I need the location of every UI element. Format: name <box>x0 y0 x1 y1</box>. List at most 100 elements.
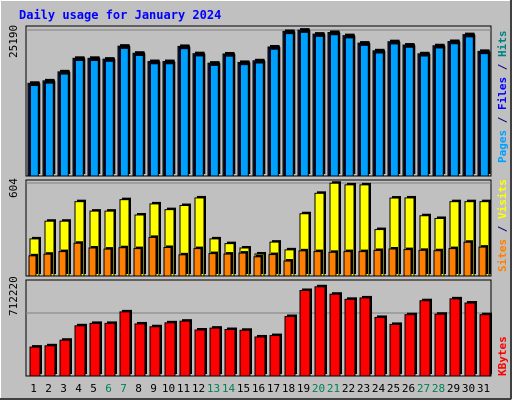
bar-bottom-kbytes-day-31-face <box>479 314 491 377</box>
bar-bottom-kbytes-day-14 <box>224 327 237 377</box>
bar-top-pages-day-16 <box>254 61 266 177</box>
x-tick-label-day-23: 23 <box>357 382 370 395</box>
bar-middle-sites-day-27-face <box>418 249 427 277</box>
bar-top-pages-day-23-face <box>359 44 369 177</box>
bar-middle-sites-day-26 <box>403 247 413 277</box>
bar-top-pages-day-12-face <box>194 55 204 177</box>
x-tick-label-day-29: 29 <box>447 382 460 395</box>
bar-bottom-kbytes-day-15 <box>239 328 252 377</box>
bar-middle-sites-day-29 <box>448 246 458 277</box>
bar-middle-sites-day-14 <box>223 252 233 277</box>
bar-top-pages-day-18 <box>284 31 296 177</box>
bar-middle-sites-day-16 <box>253 254 263 277</box>
bar-top-pages-day-8-face <box>134 54 144 177</box>
bar-bottom-kbytes-day-21-face <box>329 293 341 377</box>
bar-top-pages-day-4-face <box>74 59 84 177</box>
bar-middle-sites-day-26-face <box>403 249 412 277</box>
bar-bottom-kbytes-day-5-face <box>89 322 101 377</box>
bar-top-pages-day-4 <box>74 58 86 177</box>
bar-top-pages-day-10 <box>164 61 176 177</box>
bar-bottom-kbytes-day-23-face <box>359 297 371 377</box>
bar-top-pages-day-19 <box>299 30 311 177</box>
bar-bottom-kbytes-day-11 <box>179 319 192 377</box>
bar-middle-sites-day-7-face <box>118 247 127 277</box>
bar-top-pages-day-11-face <box>179 48 189 177</box>
bar-middle-sites-day-20 <box>313 249 323 277</box>
bar-bottom-kbytes-day-13-face <box>209 327 221 377</box>
bar-top-pages-day-25 <box>389 41 401 177</box>
bar-top-pages-day-3-face <box>59 73 69 177</box>
bar-top-pages-day-26 <box>404 45 416 177</box>
bar-bottom-kbytes-day-13 <box>209 326 222 377</box>
bar-bottom-kbytes-day-10 <box>164 320 177 377</box>
legend-entry-middle-0: Sites <box>496 239 509 272</box>
bar-middle-sites-day-12 <box>193 246 203 277</box>
x-tick-label-day-15: 15 <box>237 382 250 395</box>
x-tick-label-day-2: 2 <box>45 382 52 395</box>
bar-bottom-kbytes-day-30-face <box>464 302 476 377</box>
bar-top-pages-day-23 <box>359 43 371 177</box>
bar-middle-sites-day-24 <box>373 248 383 277</box>
bar-middle-sites-day-27 <box>418 248 428 277</box>
bar-bottom-kbytes-day-12-face <box>194 329 206 377</box>
bar-middle-sites-day-17 <box>268 252 278 277</box>
bar-top-pages-day-1-face <box>29 85 39 177</box>
bar-bottom-kbytes-day-23 <box>359 295 372 377</box>
bar-middle-sites-day-5-face <box>88 247 97 277</box>
bar-bottom-kbytes-day-25 <box>389 322 402 377</box>
bar-bottom-kbytes-day-22-face <box>344 298 356 377</box>
bar-top-pages-day-13 <box>209 63 221 177</box>
bar-middle-sites-day-11 <box>178 252 188 277</box>
bar-bottom-kbytes-day-22 <box>344 297 357 377</box>
bar-middle-sites-day-13 <box>208 251 218 277</box>
legend-entry-top-0: Pages <box>496 130 509 163</box>
bar-top-pages-day-3 <box>59 72 71 177</box>
x-tick-label-day-7: 7 <box>120 382 127 395</box>
bar-top-pages-day-6-face <box>104 60 114 177</box>
bar-top-pages-day-22-face <box>344 37 354 177</box>
bar-middle-sites-day-13-face <box>208 253 217 277</box>
bar-middle-sites-day-25 <box>388 246 398 277</box>
x-tick-label-day-6: 6 <box>105 382 112 395</box>
x-tick-label-day-9: 9 <box>150 382 157 395</box>
bar-middle-sites-day-20-face <box>313 251 322 277</box>
bar-top-pages-day-21 <box>329 32 341 177</box>
bar-bottom-kbytes-day-18-face <box>284 316 296 377</box>
bar-middle-sites-day-21-face <box>328 251 337 277</box>
bar-bottom-kbytes-day-10-face <box>164 322 176 377</box>
bar-top-pages-day-21-face <box>329 34 339 177</box>
bar-top-pages-day-27 <box>419 54 431 177</box>
bar-top-pages-day-31 <box>479 51 491 177</box>
bar-bottom-kbytes-day-24 <box>374 315 387 377</box>
bar-bottom-kbytes-day-29 <box>449 296 462 377</box>
x-tick-label-day-24: 24 <box>372 382 386 395</box>
panel-middle-scale-label: 604 <box>7 178 20 198</box>
bar-top-pages-day-28 <box>434 45 446 177</box>
bar-bottom-kbytes-day-16-face <box>254 336 266 377</box>
bar-middle-sites-day-6-face <box>103 248 112 277</box>
x-tick-label-day-17: 17 <box>267 382 280 395</box>
bar-top-pages-day-8 <box>134 53 146 177</box>
bar-bottom-kbytes-day-1-face <box>29 346 41 377</box>
bar-top-pages-day-29 <box>449 41 461 177</box>
panel-visits-sites: 604 Sites / Visits <box>7 178 509 277</box>
x-tick-label-day-22: 22 <box>342 382 355 395</box>
bar-middle-sites-day-31 <box>478 245 488 277</box>
legend-entry-middle-1: / <box>496 219 509 239</box>
x-tick-label-day-28: 28 <box>432 382 445 395</box>
bar-middle-sites-day-8 <box>133 246 143 277</box>
bar-bottom-kbytes-day-28 <box>434 312 447 377</box>
bar-middle-sites-day-23 <box>358 249 368 277</box>
bar-top-pages-day-16-face <box>254 62 264 177</box>
bar-middle-sites-day-1 <box>28 253 38 277</box>
x-tick-label-day-21: 21 <box>327 382 340 395</box>
x-tick-label-day-30: 30 <box>462 382 475 395</box>
bar-middle-sites-day-6 <box>103 247 113 277</box>
bar-bottom-kbytes-day-26 <box>404 312 417 377</box>
bar-top-pages-day-2-face <box>44 82 54 177</box>
bar-middle-sites-day-18-face <box>283 260 292 277</box>
bar-bottom-kbytes-day-31 <box>479 312 492 377</box>
bar-bottom-kbytes-day-16 <box>254 334 267 377</box>
bar-bottom-kbytes-day-3-face <box>59 339 71 377</box>
